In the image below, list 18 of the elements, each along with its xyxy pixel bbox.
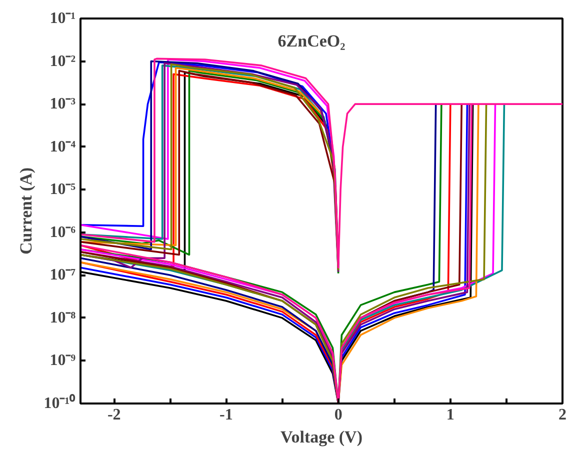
y-tick-label: 10⁻¹: [50, 10, 76, 27]
y-tick-label: 10⁻⁷: [50, 266, 76, 284]
y-tick-label: 10⁻⁵: [50, 181, 76, 198]
y-tick-label: 10⁻²: [50, 52, 76, 70]
y-tick-label: 10⁻⁸: [50, 309, 76, 326]
y-tick-label: 10⁻¹⁰: [44, 394, 76, 412]
x-tick-label: 1: [446, 406, 454, 424]
x-tick-label: -1: [220, 406, 233, 424]
annotation: 6ZnCeO₂: [278, 32, 346, 50]
x-tick-label: 0: [334, 406, 342, 424]
y-tick-label: 10⁻⁴: [50, 138, 76, 156]
y-tick-label: 10⁻⁶: [50, 224, 76, 241]
y-tick-label: 10⁻³: [50, 96, 76, 113]
x-tick-label: 2: [558, 406, 566, 424]
x-axis-title: Voltage (V): [280, 428, 362, 446]
y-tick-label: 10⁻⁹: [50, 352, 76, 370]
y-axis-title: Current (A): [16, 167, 36, 255]
x-tick-label: -2: [107, 406, 121, 424]
